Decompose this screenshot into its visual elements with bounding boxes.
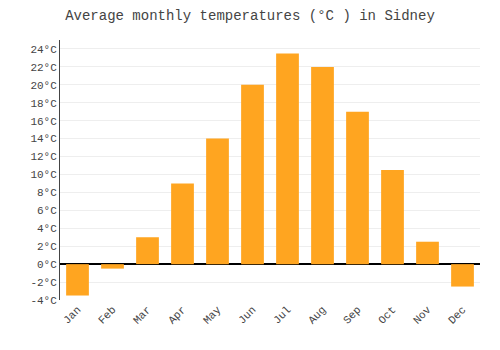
svg-text:12°C: 12°C bbox=[30, 151, 57, 163]
svg-text:20°C: 20°C bbox=[30, 80, 57, 92]
svg-text:14°C: 14°C bbox=[30, 133, 57, 145]
svg-text:Jun: Jun bbox=[236, 304, 258, 326]
svg-text:Apr: Apr bbox=[166, 304, 188, 326]
svg-text:Oct: Oct bbox=[376, 304, 398, 326]
svg-text:Dec: Dec bbox=[446, 304, 468, 326]
svg-text:Jul: Jul bbox=[271, 304, 293, 326]
svg-text:Jan: Jan bbox=[61, 304, 83, 326]
svg-text:Aug: Aug bbox=[306, 304, 328, 326]
svg-text:24°C: 24°C bbox=[30, 44, 57, 56]
svg-text:18°C: 18°C bbox=[30, 98, 57, 110]
svg-text:Mar: Mar bbox=[131, 304, 153, 326]
svg-text:-4°C: -4°C bbox=[30, 295, 57, 307]
svg-text:2°C: 2°C bbox=[37, 241, 57, 253]
svg-text:22°C: 22°C bbox=[30, 62, 57, 74]
svg-text:Nov: Nov bbox=[411, 304, 434, 327]
svg-text:16°C: 16°C bbox=[30, 116, 57, 128]
svg-text:4°C: 4°C bbox=[37, 223, 57, 235]
svg-text:0°C: 0°C bbox=[37, 259, 57, 271]
svg-text:-2°C: -2°C bbox=[30, 277, 57, 289]
svg-text:Sep: Sep bbox=[341, 304, 363, 326]
svg-text:Average monthly temperatures (: Average monthly temperatures (°C ) in Si… bbox=[65, 8, 435, 24]
svg-text:May: May bbox=[201, 304, 224, 327]
svg-text:6°C: 6°C bbox=[37, 205, 57, 217]
svg-text:10°C: 10°C bbox=[30, 169, 57, 181]
svg-text:8°C: 8°C bbox=[37, 187, 57, 199]
svg-text:Feb: Feb bbox=[96, 304, 118, 326]
